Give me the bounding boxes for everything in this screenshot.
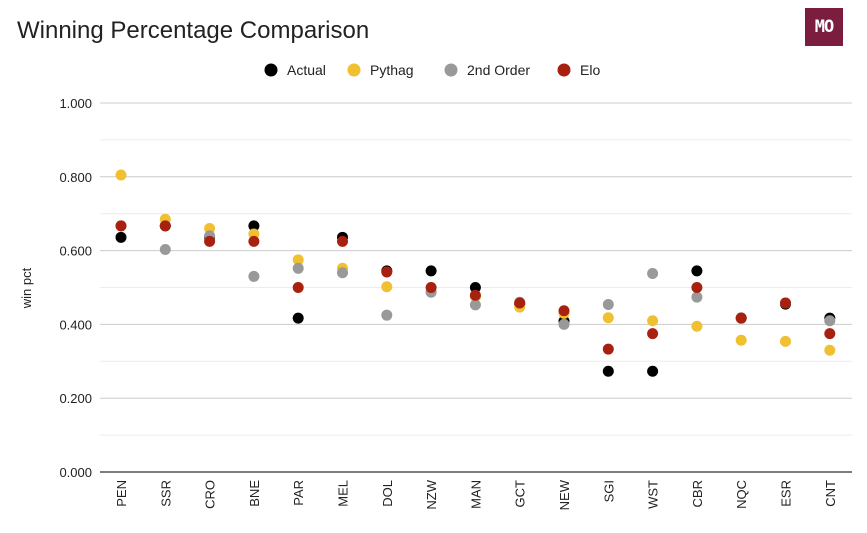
series-elo [115,220,836,355]
legend: Actual Pythag 2nd Order Elo [264,62,600,78]
series-pythag [115,169,836,356]
y-axis-ticks: 0.000 0.200 0.400 0.600 0.800 1.000 [59,96,92,480]
data-point[interactable] [469,299,481,311]
data-point[interactable] [292,282,304,293]
x-tick-label: PAR [291,480,306,506]
data-point[interactable] [292,262,304,274]
y-tick-label: 0.000 [59,465,92,480]
data-point[interactable] [602,343,614,355]
y-tick-label: 0.400 [59,317,92,332]
y-tick-label: 0.600 [59,244,92,259]
x-tick-label: MEL [336,480,351,507]
x-tick-label: PEN [114,480,129,507]
data-points [115,169,836,377]
data-point[interactable] [735,312,747,324]
x-tick-label: BNE [247,480,262,507]
data-point[interactable] [248,270,260,282]
y-tick-label: 1.000 [59,96,92,111]
data-point[interactable] [292,254,304,266]
legend-marker [444,63,458,77]
data-point[interactable] [115,231,127,243]
gridlines [100,102,852,473]
series-2nd-order [115,220,836,330]
data-point[interactable] [558,305,570,317]
data-point[interactable] [514,297,526,309]
x-tick-label: SSR [158,480,173,507]
data-point[interactable] [780,297,791,309]
data-point[interactable] [469,289,481,301]
x-tick-label: NQC [734,480,749,509]
x-tick-label: ESR [779,480,794,507]
data-point[interactable] [602,298,614,310]
x-tick-label: CNT [823,480,838,507]
data-point[interactable] [381,309,393,321]
data-point[interactable] [691,282,703,293]
data-point[interactable] [735,334,747,346]
data-point[interactable] [780,335,791,347]
data-point[interactable] [691,291,703,303]
data-point[interactable] [381,281,393,293]
data-point[interactable] [558,318,570,330]
data-point[interactable] [292,312,304,324]
data-point[interactable] [115,169,127,181]
legend-marker [347,63,361,77]
data-point[interactable] [469,282,481,293]
x-tick-label: DOL [380,480,395,507]
data-point[interactable] [337,235,348,247]
y-axis-label: win pct [19,267,34,309]
data-point[interactable] [337,267,348,279]
x-tick-label: WST [646,480,661,509]
legend-label[interactable]: Pythag [370,62,414,78]
legend-label[interactable]: Elo [580,62,600,78]
data-point[interactable] [602,312,614,324]
data-point[interactable] [248,220,260,232]
data-point[interactable] [204,235,216,247]
x-tick-label: SGI [601,480,616,502]
data-point[interactable] [425,265,437,277]
data-point[interactable] [248,235,260,247]
brand-logo: MO [805,8,843,46]
data-point[interactable] [824,344,836,356]
x-tick-label: CRO [203,480,218,509]
data-point[interactable] [381,266,393,278]
data-point[interactable] [647,315,659,327]
legend-label[interactable]: 2nd Order [467,62,530,78]
x-tick-label: CBR [690,480,705,507]
data-point[interactable] [115,220,127,232]
legend-label[interactable]: Actual [287,62,326,78]
data-point[interactable] [602,365,614,377]
data-point[interactable] [159,243,171,255]
data-point[interactable] [647,328,659,340]
x-tick-label: NZW [424,479,439,509]
x-tick-label: MAN [468,480,483,509]
data-point[interactable] [691,320,703,332]
x-axis-ticks: PEN SSR CRO BNE PAR MEL DOL NZW MAN GCT NEW SGI WST C… [114,479,838,510]
data-point[interactable] [824,328,836,340]
legend-marker [557,63,571,77]
chart-title: Winning Percentage Comparison [17,17,370,44]
data-point[interactable] [425,282,437,293]
x-tick-label: GCT [513,480,528,508]
legend-marker [264,63,278,77]
data-point[interactable] [647,267,659,279]
data-point[interactable] [647,365,659,377]
data-point[interactable] [691,265,703,277]
y-tick-label: 0.800 [59,170,92,185]
data-point[interactable] [824,315,836,327]
y-tick-label: 0.200 [59,391,92,406]
x-tick-label: NEW [557,479,572,510]
data-point[interactable] [159,220,171,232]
